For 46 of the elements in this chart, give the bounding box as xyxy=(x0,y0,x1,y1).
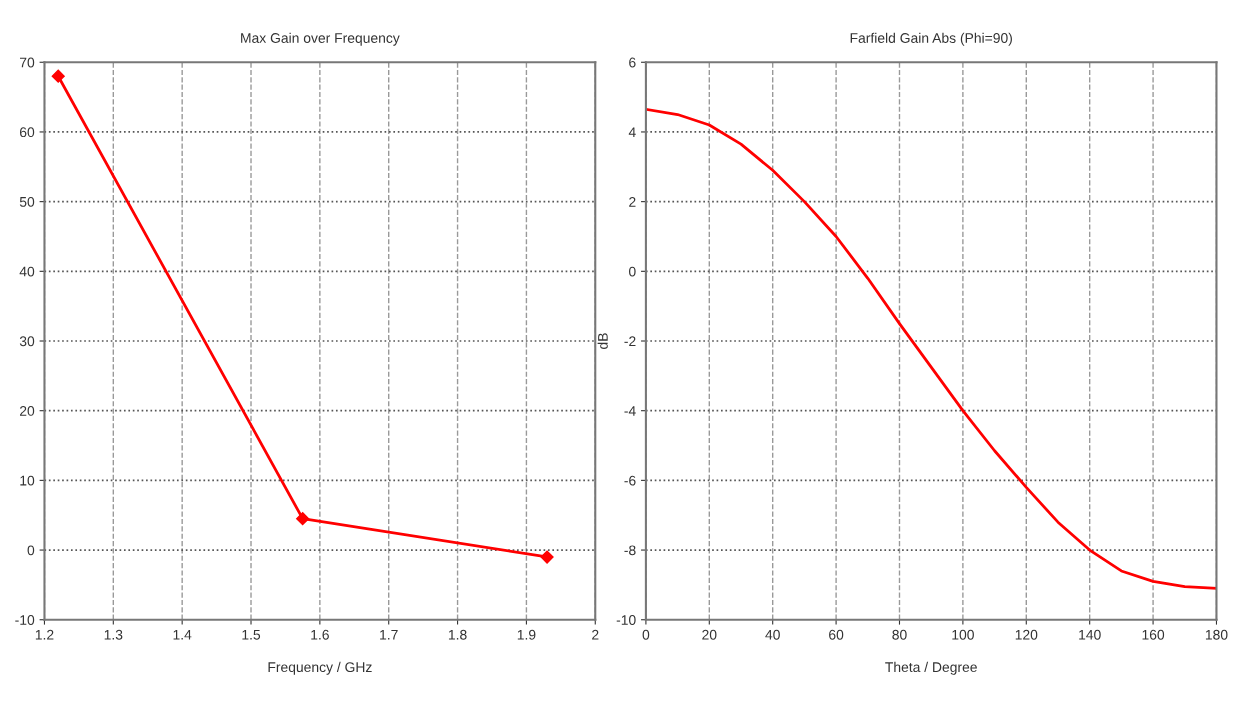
x-tick-label: 2 xyxy=(592,629,599,640)
y-tick-label: -2 xyxy=(624,336,636,347)
x-tick-label: 1.5 xyxy=(242,629,261,640)
point xyxy=(296,512,310,526)
y-axis-title: dB xyxy=(597,333,608,349)
x-tick-label: 1.6 xyxy=(311,629,329,640)
y-tick-label: 70 xyxy=(20,57,35,68)
x-tick-label: 40 xyxy=(765,629,780,640)
y-tick-label: 10 xyxy=(20,475,35,486)
point xyxy=(51,69,65,83)
x-tick-label: 60 xyxy=(829,629,844,640)
line-series xyxy=(645,107,1217,590)
y-tick-label: -8 xyxy=(624,545,636,556)
y-tick-label: 50 xyxy=(19,196,35,207)
y-tick-label: 6 xyxy=(629,57,636,68)
point xyxy=(540,550,554,564)
y-tick-label: -4 xyxy=(624,406,636,416)
y-tick-label: 0 xyxy=(629,266,636,277)
x-axis-title: Theta / Degree xyxy=(885,661,977,675)
y-tick-label: 2 xyxy=(629,196,636,207)
x-tick-label: 0 xyxy=(642,629,650,640)
x-tick-label: 1.4 xyxy=(173,629,192,640)
x-tick-label: 100 xyxy=(952,629,974,640)
y-tick-label: 0 xyxy=(27,545,35,556)
x-tick-label: 1.9 xyxy=(517,629,536,640)
x-tick-label: 120 xyxy=(1015,629,1038,640)
x-tick-label: 1.2 xyxy=(35,629,54,640)
chart-title: Farfield Gain Abs (Phi=90) xyxy=(850,32,1012,46)
y-tick-label: 4 xyxy=(628,127,636,137)
y-tick-label: 20 xyxy=(19,406,35,416)
x-tick-label: 20 xyxy=(702,629,717,640)
y-tick-label: -6 xyxy=(624,475,636,486)
x-tick-label: 1.3 xyxy=(104,629,123,640)
x-tick-label: 80 xyxy=(892,629,907,640)
y-tick-label: 40 xyxy=(19,266,35,277)
x-tick-label: 1.8 xyxy=(448,629,467,640)
y-tick-label: -10 xyxy=(616,615,636,625)
y-tick-label: 60 xyxy=(20,127,35,138)
x-tick-label: 180 xyxy=(1205,629,1228,640)
x-tick-label: 160 xyxy=(1142,629,1165,640)
chart-title: Max Gain over Frequency xyxy=(241,32,400,46)
x-tick-label: 1.7 xyxy=(380,629,398,640)
x-axis-title: Frequency / GHz xyxy=(268,661,372,675)
x-tick-label: 140 xyxy=(1079,629,1101,640)
y-tick-label: 30 xyxy=(19,336,35,347)
y-tick-label: -10 xyxy=(15,615,35,625)
